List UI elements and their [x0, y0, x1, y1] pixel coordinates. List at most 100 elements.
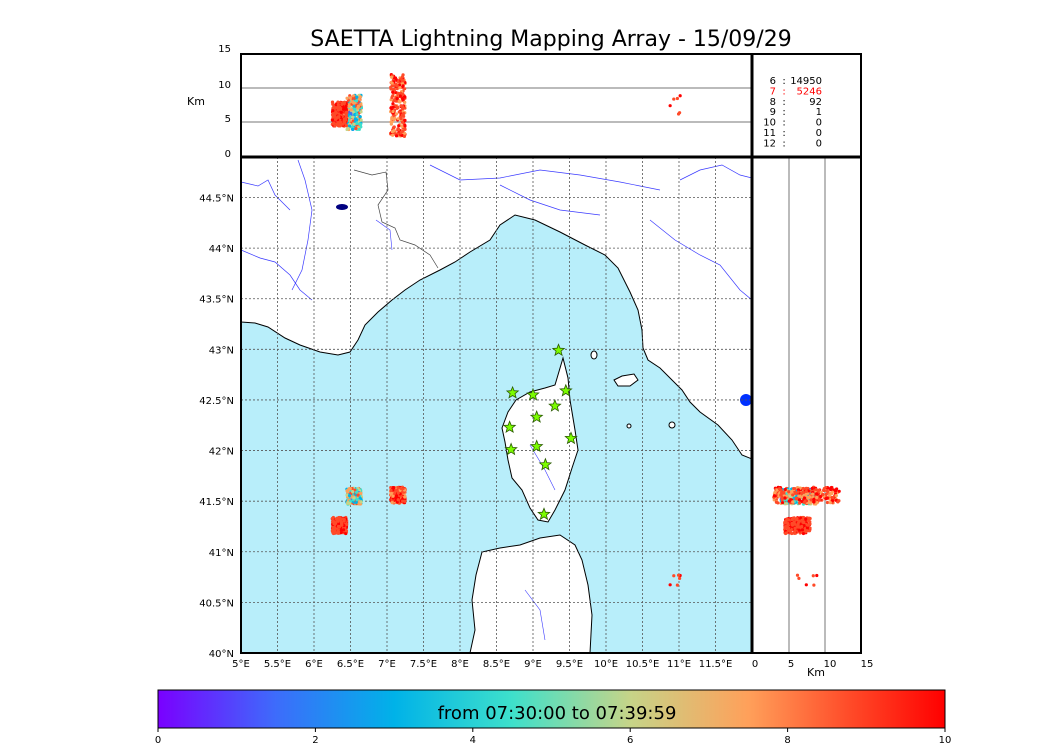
lightning-source-altitude: [400, 120, 405, 124]
lightning-source-side: [804, 486, 808, 490]
lightning-source-altitude: [395, 105, 399, 109]
lightning-source-altitude: [357, 127, 361, 132]
lightning-source-altitude: [401, 84, 405, 88]
lightning-source-map: [342, 517, 346, 522]
side-altitude-panel: 0 5 10 15 Km: [752, 157, 873, 679]
lon-label: 6°E: [305, 659, 323, 670]
lightning-source-side: [815, 573, 819, 578]
station-count-value: 0: [816, 118, 822, 129]
lightning-source-side: [800, 528, 805, 532]
lightning-source-altitude: [394, 134, 399, 138]
map-gridlines: [241, 157, 752, 653]
lightning-source-altitude: [391, 133, 395, 137]
lightning-source-altitude: [676, 112, 681, 116]
lat-label: 42°N: [209, 447, 234, 458]
lightning-source-altitude: [401, 79, 405, 83]
station-count-value: 5246: [797, 86, 822, 97]
lightning-source-altitude: [389, 122, 393, 126]
lightning-source-altitude: [391, 109, 395, 114]
lightning-source-altitude: [401, 105, 405, 109]
lightning-source-map: [359, 500, 363, 504]
lightning-source-side: [777, 487, 782, 491]
station-count-value: 0: [816, 128, 822, 139]
lightning-source-side: [805, 526, 810, 530]
lightning-source-altitude: [355, 112, 359, 117]
lightning-source-altitude: [390, 81, 394, 85]
lightning-source-altitude: [331, 109, 335, 113]
colorbar-tick-label: 0: [155, 735, 161, 746]
lat-label: 41°N: [209, 548, 234, 559]
side-tick-0: 0: [752, 659, 758, 670]
station-count-value: 1: [816, 107, 822, 118]
altitude-axis-label: Km: [187, 95, 205, 108]
lightning-source-side: [784, 519, 788, 523]
lightning-source-altitude: [348, 96, 352, 100]
lightning-source-map: [352, 496, 356, 500]
lightning-source-map: [333, 526, 337, 530]
lightning-source-map: [347, 487, 351, 491]
lightning-source-altitude: [390, 84, 394, 88]
lightning-source-side: [815, 501, 819, 505]
lightning-source-altitude: [351, 100, 355, 104]
alt-tick-10: 10: [218, 80, 231, 91]
lightning-source-map: [341, 528, 346, 532]
lightning-source-altitude: [396, 117, 400, 121]
lightning-source-map: [403, 495, 407, 499]
lat-label: 40.5°N: [199, 598, 234, 609]
lightning-source-altitude: [336, 115, 340, 119]
lightning-source-altitude: [358, 95, 362, 99]
time-colorbar: from 07:30:00 to 07:39:59 0 2 4 6 8 10: [155, 689, 951, 746]
lightning-source-map: [344, 529, 349, 533]
lightning-source-altitude: [668, 104, 672, 108]
lightning-source-side: [793, 526, 797, 530]
lightning-source-map: [389, 488, 393, 493]
lightning-source-map: [345, 493, 349, 497]
lightning-source-altitude: [347, 124, 352, 128]
lightning-source-side: [802, 523, 806, 528]
lat-label: 44°N: [209, 244, 234, 255]
lightning-source-altitude: [403, 100, 407, 104]
station-count-number: 6: [770, 76, 776, 87]
lightning-source-map: [337, 525, 342, 529]
lightning-source-altitude: [349, 108, 354, 112]
lon-label: 9.5°E: [556, 659, 583, 670]
corsica-island: [501, 356, 579, 523]
lon-label: 5°E: [232, 659, 250, 670]
lightning-source-altitude: [336, 108, 341, 112]
lightning-source-side: [825, 500, 830, 505]
lat-label: 44.5°N: [199, 193, 234, 204]
station-star-icon: [529, 439, 544, 453]
lightning-source-altitude: [394, 112, 399, 116]
lightning-source-altitude: [333, 114, 337, 118]
station-count-number: 11: [763, 128, 776, 139]
lightning-source-map: [344, 531, 348, 536]
lightning-source-side: [792, 520, 796, 524]
lightning-source-side: [830, 499, 835, 503]
lightning-source-altitude: [355, 99, 359, 103]
lightning-source-altitude: [389, 87, 393, 91]
map-lightning-points: [330, 485, 682, 587]
lightning-source-altitude: [395, 97, 399, 101]
river: [241, 249, 313, 301]
lightning-source-side: [808, 495, 812, 499]
lightning-source-altitude: [401, 73, 405, 77]
outer-frame: [240, 53, 862, 654]
lightning-source-side: [808, 516, 812, 521]
lightning-source-altitude: [675, 96, 679, 101]
lightning-source-altitude: [335, 106, 339, 110]
lightning-source-side: [793, 529, 797, 533]
lightning-source-altitude: [330, 118, 334, 122]
lightning-source-side: [780, 491, 784, 495]
lightning-source-side: [808, 501, 812, 505]
lightning-source-altitude: [358, 115, 362, 119]
lightning-source-map: [392, 486, 396, 490]
lon-label: 7°E: [378, 659, 396, 670]
lightning-source-map: [347, 494, 352, 498]
lightning-source-side: [808, 526, 812, 530]
station-star-icon: [548, 398, 562, 412]
lightning-source-map: [355, 490, 359, 494]
lightning-source-side: [772, 494, 777, 498]
lightning-source-altitude: [394, 77, 398, 82]
chart-title: SAETTA Lightning Mapping Array - 15/09/2…: [310, 27, 791, 52]
lightning-source-side: [801, 490, 805, 494]
